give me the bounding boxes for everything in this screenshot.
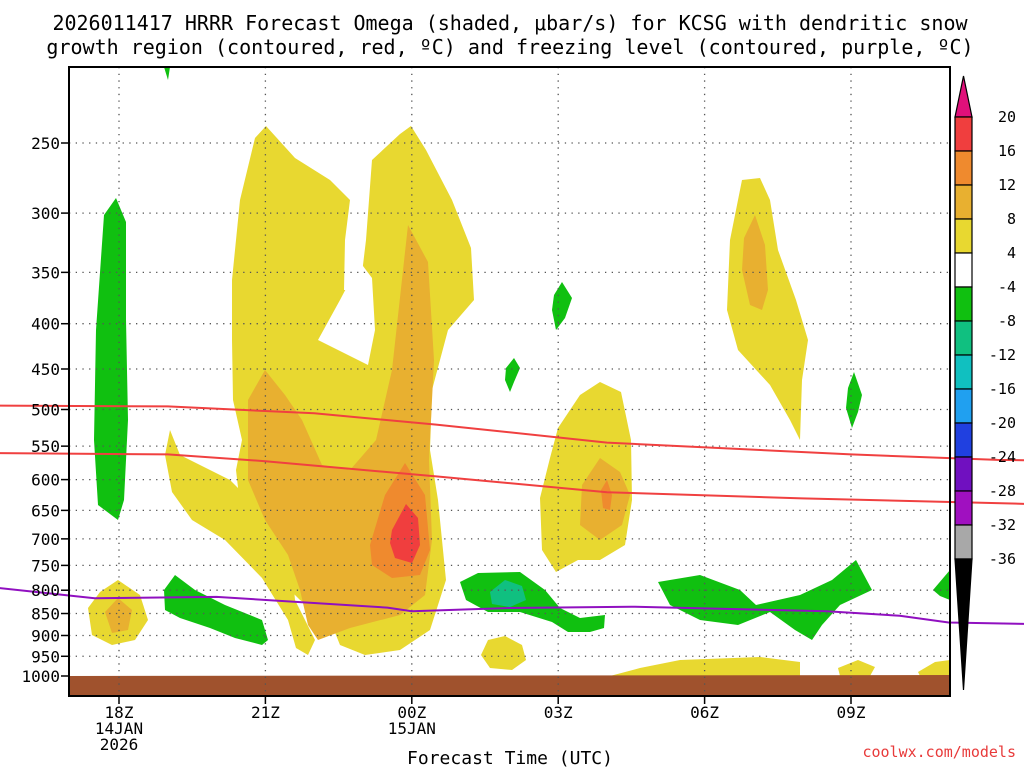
omega-green-region [552,282,572,330]
colorbar-swatch [954,320,973,356]
colorbar-tick-label: 16 [998,142,1016,160]
omega-yellow-region [610,657,800,676]
colorbar-swatch [954,150,973,186]
chart-title-line2: growth region (contoured, red, ºC) and f… [46,35,973,59]
y-tick-label: 250 [31,134,60,153]
x-tick-label: 15JAN [388,719,436,738]
omega-teal-region [490,580,526,607]
x-tick-label: 00Z [397,703,426,722]
y-tick-label: 650 [31,501,60,520]
x-tick-label: 03Z [544,703,573,722]
y-tick-label: 800 [31,581,60,600]
colorbar-swatch [954,184,973,220]
colorbar-tick-label: -8 [998,312,1016,330]
colorbar-swatch [954,422,973,458]
dgz-lower-contour-line [0,452,1024,505]
plot-border [68,66,951,697]
omega-green-region [846,372,862,428]
y-tick-label: 700 [31,530,60,549]
colorbar-swatch [954,354,973,390]
y-tick-label: 750 [31,556,60,575]
colorbar-swatch [954,456,973,492]
terrain-band [69,675,950,696]
y-axis: 250 300 350 400 450 500 550 600 650 700 750 800 850 9… [21,134,69,686]
omega-yellow-region [481,636,526,670]
omega-green-region [933,570,950,600]
chart-title-line1: 2026011417 HRRR Forecast Omega (shaded, … [52,11,968,35]
colorbar-swatch [954,116,973,152]
colorbar-tick-label: -4 [998,278,1016,296]
omega-white-gap [318,262,375,365]
colorbar-top-arrow [954,75,973,118]
colorbar-swatch [954,524,973,560]
colorbar-bottom-arrow [954,558,973,691]
y-tick-label: 600 [31,471,60,490]
omega-yellow-region [165,430,315,655]
freezing-level-line [0,587,1024,625]
colorbar-swatch [954,252,973,288]
colorbar-tick-label: 20 [998,108,1016,126]
colorbar: 20 16 12 8 4 -4 -8 -12 -16 -20 -24 -28 -32 -36 [954,75,1016,691]
omega-red-region [390,504,420,563]
dgz-upper-contour-line [0,404,1024,462]
colorbar-tick-label: -32 [989,516,1016,534]
colorbar-tick-label: 8 [1007,210,1016,228]
omega-yellow-region [838,660,875,676]
y-tick-label: 900 [31,626,60,645]
omega-green-region [505,358,520,392]
colorbar-tick-label: 4 [1007,244,1016,262]
omega-light-orange-region [742,215,768,310]
omega-yellow-region [918,660,950,676]
colorbar-tick-label: -24 [989,448,1016,466]
colorbar-tick-label: -36 [989,550,1016,568]
y-tick-label: 1000 [21,667,60,686]
colorbar-swatch [954,490,973,526]
colorbar-tick-label: -12 [989,346,1016,364]
y-tick-label: 950 [31,647,60,666]
x-tick-label: 09Z [837,703,866,722]
x-tick-label: 21Z [251,703,280,722]
x-tick-label: 14JAN [95,719,143,738]
y-tick-label: 300 [31,204,60,223]
colorbar-tick-label: -16 [989,380,1016,398]
credit-text: coolwx.com/models [862,743,1016,761]
colorbar-tick-label: 12 [998,176,1016,194]
colorbar-swatch [954,286,973,322]
y-tick-label: 500 [31,401,60,420]
colorbar-tick-label: -28 [989,482,1016,500]
omega-orange-region [601,480,612,510]
colorbar-swatch [954,388,973,424]
y-tick-label: 400 [31,315,60,334]
colorbar-tick-label: -20 [989,414,1016,432]
y-tick-label: 550 [31,437,60,456]
omega-green-region [94,198,128,520]
y-tick-label: 850 [31,605,60,624]
y-tick-label: 350 [31,263,60,282]
colorbar-swatch [954,218,973,254]
x-axis-label: Forecast Time (UTC) [407,748,613,768]
omega-green-region [164,67,170,80]
omega-light-orange-region [105,598,132,633]
omega-green-region [658,560,872,640]
omega-shading [88,67,950,676]
omega-green-region [164,575,268,645]
x-tick-label: 18Z [105,703,134,722]
y-tick-label: 450 [31,360,60,379]
x-tick-label: 2026 [100,735,139,754]
x-tick-label: 06Z [690,703,719,722]
